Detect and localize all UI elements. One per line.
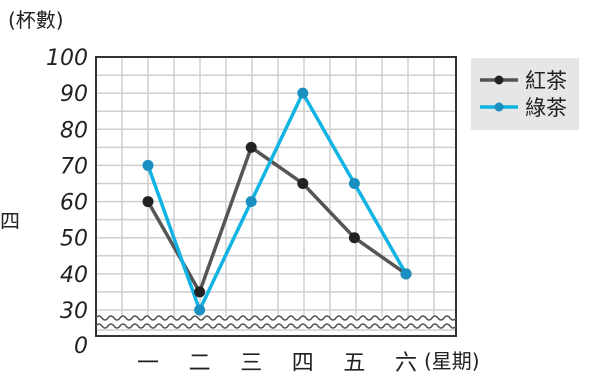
y-tick-label: 40 bbox=[60, 263, 88, 288]
axis-break-wave bbox=[95, 315, 457, 321]
data-point bbox=[142, 196, 154, 208]
y-tick-label: 0 bbox=[74, 334, 88, 359]
x-tick-label: 四 bbox=[292, 351, 314, 376]
y-tick-labels: 0 30 40 50 60 70 80 90 100 bbox=[46, 46, 88, 359]
series-line bbox=[146, 144, 408, 297]
data-point bbox=[348, 178, 360, 189]
y-tick-label: 70 bbox=[60, 154, 88, 179]
y-tick-label: 30 bbox=[60, 299, 88, 324]
y-tick-label: 60 bbox=[60, 191, 88, 216]
series-group bbox=[142, 87, 412, 316]
data-point bbox=[194, 304, 206, 316]
axis-break-gap bbox=[97, 317, 455, 328]
y-tick-label: 50 bbox=[60, 227, 88, 252]
x-tick-labels: 一二三四五六 bbox=[137, 351, 417, 376]
plot-frame bbox=[95, 56, 457, 337]
data-point bbox=[297, 178, 309, 189]
side-label: 四 bbox=[0, 209, 20, 233]
y-tick-label: 100 bbox=[46, 46, 88, 71]
data-point bbox=[400, 268, 412, 280]
data-point bbox=[348, 232, 360, 244]
axis-break-wave bbox=[95, 323, 457, 329]
x-tick-label: 一 bbox=[137, 351, 159, 376]
data-point bbox=[142, 159, 154, 171]
x-unit-label: (星期) bbox=[424, 349, 480, 373]
y-tick-label: 80 bbox=[60, 118, 88, 143]
plot-background bbox=[96, 57, 456, 336]
x-tick-label: 五 bbox=[343, 351, 365, 376]
legend-marker bbox=[494, 102, 504, 112]
x-tick-label: 三 bbox=[240, 351, 262, 376]
legend-box bbox=[471, 58, 579, 130]
series-line bbox=[146, 89, 408, 315]
legend-label: 紅茶 bbox=[525, 69, 567, 93]
data-point bbox=[297, 87, 309, 99]
data-point bbox=[245, 196, 257, 208]
x-tick-label: 二 bbox=[189, 351, 211, 376]
y-tick-label: 90 bbox=[60, 82, 88, 107]
x-tick-label: 六 bbox=[395, 351, 417, 376]
data-point bbox=[245, 141, 257, 153]
legend-marker bbox=[494, 75, 504, 85]
y-unit-label: (杯數) bbox=[8, 8, 64, 32]
data-point bbox=[194, 286, 206, 298]
legend-label: 綠茶 bbox=[525, 96, 567, 120]
axes bbox=[95, 56, 457, 337]
